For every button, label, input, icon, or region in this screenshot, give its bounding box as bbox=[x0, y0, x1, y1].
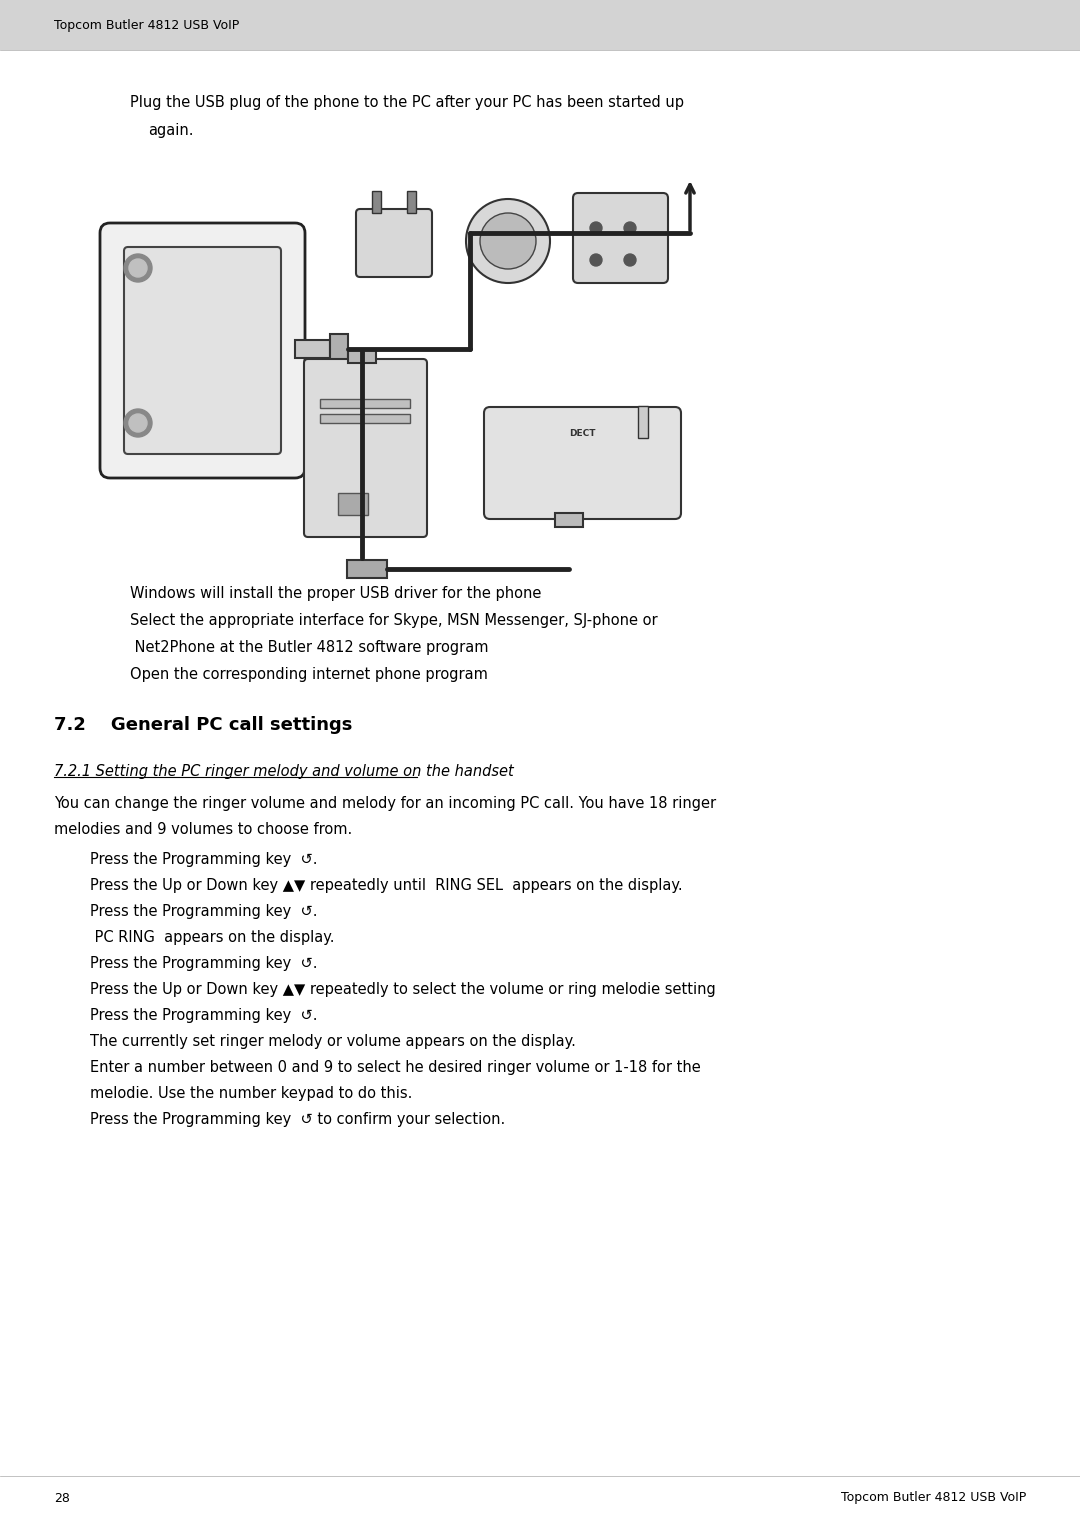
Text: Topcom Butler 4812 USB VoIP: Topcom Butler 4812 USB VoIP bbox=[840, 1491, 1026, 1505]
Text: You can change the ringer volume and melody for an incoming PC call. You have 18: You can change the ringer volume and mel… bbox=[54, 796, 716, 811]
Circle shape bbox=[624, 222, 636, 234]
Text: again.: again. bbox=[148, 122, 193, 138]
Text: Open the corresponding internet phone program: Open the corresponding internet phone pr… bbox=[130, 668, 488, 681]
Bar bbox=[555, 513, 583, 527]
Bar bbox=[407, 191, 416, 212]
FancyBboxPatch shape bbox=[0, 0, 1080, 50]
Text: Net2Phone at the Butler 4812 software program: Net2Phone at the Butler 4812 software pr… bbox=[130, 640, 488, 656]
Circle shape bbox=[129, 414, 147, 432]
Text: Enter a number between 0 and 9 to select he desired ringer volume or 1-18 for th: Enter a number between 0 and 9 to select… bbox=[90, 1060, 701, 1076]
FancyBboxPatch shape bbox=[303, 359, 427, 536]
Circle shape bbox=[624, 254, 636, 266]
Text: Press the Up or Down key ▲▼ repeatedly until  RING SEL  appears on the display.: Press the Up or Down key ▲▼ repeatedly u… bbox=[90, 879, 683, 892]
Text: Windows will install the proper USB driver for the phone: Windows will install the proper USB driv… bbox=[130, 587, 541, 601]
Circle shape bbox=[590, 222, 602, 234]
Text: Plug the USB plug of the phone to the PC after your PC has been started up: Plug the USB plug of the phone to the PC… bbox=[130, 95, 684, 110]
Text: Topcom Butler 4812 USB VoIP: Topcom Butler 4812 USB VoIP bbox=[54, 18, 240, 32]
Text: 28: 28 bbox=[54, 1491, 70, 1505]
Text: Press the Up or Down key ▲▼ repeatedly to select the volume or ring melodie sett: Press the Up or Down key ▲▼ repeatedly t… bbox=[90, 983, 716, 996]
FancyBboxPatch shape bbox=[356, 209, 432, 277]
Bar bbox=[372, 191, 381, 212]
Text: 7.2    General PC call settings: 7.2 General PC call settings bbox=[54, 717, 352, 733]
Bar bbox=[320, 399, 410, 408]
Circle shape bbox=[124, 410, 152, 437]
Circle shape bbox=[465, 199, 550, 283]
Circle shape bbox=[129, 260, 147, 277]
Text: Press the Programming key  ↺ to confirm your selection.: Press the Programming key ↺ to confirm y… bbox=[90, 1112, 505, 1128]
FancyBboxPatch shape bbox=[484, 406, 681, 520]
Text: DECT: DECT bbox=[569, 428, 595, 437]
Circle shape bbox=[480, 212, 536, 269]
Bar bbox=[330, 335, 348, 364]
Text: 7.2.1 Setting the PC ringer melody and volume on the handset: 7.2.1 Setting the PC ringer melody and v… bbox=[54, 764, 514, 779]
Text: Select the appropriate interface for Skype, MSN Messenger, SJ-phone or: Select the appropriate interface for Sky… bbox=[130, 613, 658, 628]
FancyBboxPatch shape bbox=[573, 193, 669, 283]
Text: Press the Programming key  ↺.: Press the Programming key ↺. bbox=[90, 1008, 318, 1024]
Text: PC RING  appears on the display.: PC RING appears on the display. bbox=[90, 931, 335, 944]
Bar bbox=[320, 414, 410, 423]
Circle shape bbox=[590, 254, 602, 266]
Bar bbox=[348, 350, 376, 364]
Text: Press the Programming key  ↺.: Press the Programming key ↺. bbox=[90, 905, 318, 918]
Text: Press the Programming key  ↺.: Press the Programming key ↺. bbox=[90, 853, 318, 866]
FancyBboxPatch shape bbox=[100, 223, 305, 478]
FancyBboxPatch shape bbox=[124, 248, 281, 454]
Bar bbox=[295, 341, 330, 358]
Circle shape bbox=[124, 254, 152, 283]
Text: melodies and 9 volumes to choose from.: melodies and 9 volumes to choose from. bbox=[54, 822, 352, 837]
Bar bbox=[338, 494, 368, 515]
Bar bbox=[347, 559, 387, 578]
Text: melodie. Use the number keypad to do this.: melodie. Use the number keypad to do thi… bbox=[90, 1086, 413, 1102]
Text: Press the Programming key  ↺.: Press the Programming key ↺. bbox=[90, 957, 318, 970]
Bar bbox=[638, 406, 648, 439]
Text: The currently set ringer melody or volume appears on the display.: The currently set ringer melody or volum… bbox=[90, 1034, 576, 1050]
